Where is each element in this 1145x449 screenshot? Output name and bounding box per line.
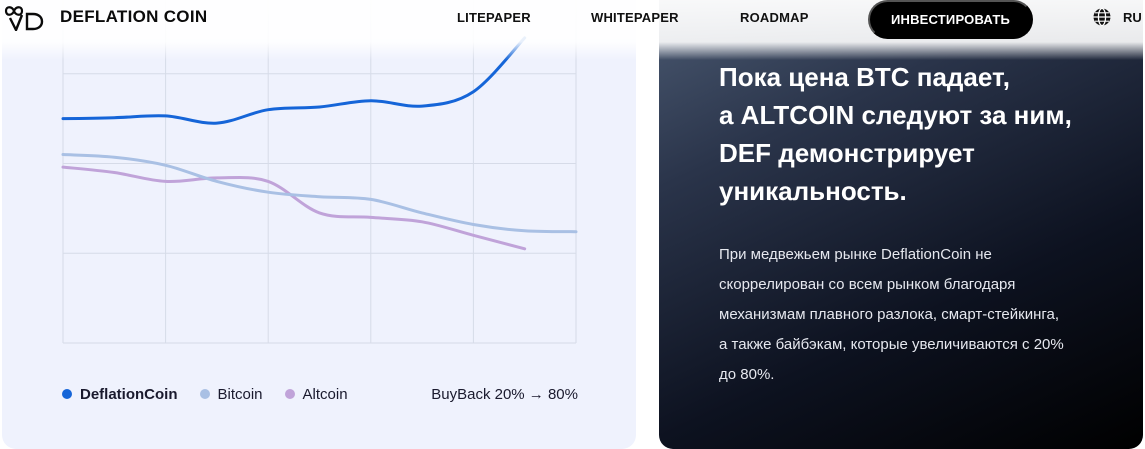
- logo[interactable]: DEFLATION COIN: [4, 2, 207, 32]
- nav-litepaper[interactable]: LITEPAPER: [457, 10, 531, 25]
- legend-item-altcoin[interactable]: Altcoin: [284, 385, 348, 403]
- chart-legend: DeflationCoin Bitcoin Altcoin BuyBack 20…: [62, 384, 578, 404]
- chart-series: [61, 36, 578, 251]
- body-line: механизмам плавного разлока, смарт-стейк…: [719, 306, 1060, 323]
- chart-card: DeflationCoin Bitcoin Altcoin BuyBack 20…: [2, 0, 636, 449]
- legend-label: Altcoin: [302, 385, 348, 403]
- buyback-label: BuyBack 20% → 80%: [431, 385, 578, 403]
- logo-mark-icon: [4, 6, 44, 31]
- body-line: а также байбэкам, которые увеличиваются …: [719, 336, 1064, 353]
- nav-whitepaper[interactable]: WHITEPAPER: [591, 10, 679, 25]
- body-line: до 80%.: [719, 366, 775, 383]
- language-switcher[interactable]: RU: [1092, 7, 1142, 27]
- body-line: скоррелирован со всем рынком благодаря: [719, 276, 1016, 293]
- legend-dot-deflationcoin: [62, 389, 72, 399]
- info-heading: Пока цена BTC падает, а ALTCOIN следуют …: [719, 58, 1119, 210]
- nav-roadmap[interactable]: ROADMAP: [740, 10, 809, 25]
- invest-button[interactable]: ИНВЕСТИРОВАТЬ: [868, 0, 1033, 39]
- heading-line: уникальность.: [719, 176, 907, 206]
- heading-line: DEF демонстрирует: [719, 138, 975, 168]
- legend-item-bitcoin[interactable]: Bitcoin: [199, 385, 263, 403]
- body-line: При медвежьем рынке DeflationCoin не: [719, 246, 992, 263]
- series-line-deflationcoin: [61, 36, 527, 125]
- price-chart: [61, 0, 578, 344]
- language-label: RU: [1123, 9, 1142, 25]
- heading-line: Пока цена BTC падает,: [719, 62, 1011, 92]
- legend-label: Bitcoin: [217, 385, 263, 403]
- legend-label: DeflationCoin: [80, 385, 178, 403]
- series-line-bitcoin: [61, 153, 578, 234]
- info-panel: Пока цена BTC падает, а ALTCOIN следуют …: [659, 0, 1143, 449]
- logo-text: DEFLATION COIN: [60, 7, 208, 26]
- legend-dot-bitcoin: [199, 389, 210, 399]
- info-body: При медвежьем рынке DeflationCoin не ско…: [719, 240, 1099, 390]
- chart-grid: [62, 0, 577, 344]
- globe-icon: [1093, 7, 1111, 27]
- legend-item-deflationcoin[interactable]: DeflationCoin: [62, 386, 178, 403]
- series-line-altcoin: [61, 165, 527, 251]
- legend-dot-altcoin: [284, 389, 295, 399]
- site-header: DEFLATION COIN LITEPAPER WHITEPAPER ROAD…: [0, 0, 1145, 39]
- heading-line: а ALTCOIN следуют за ним,: [719, 100, 1072, 130]
